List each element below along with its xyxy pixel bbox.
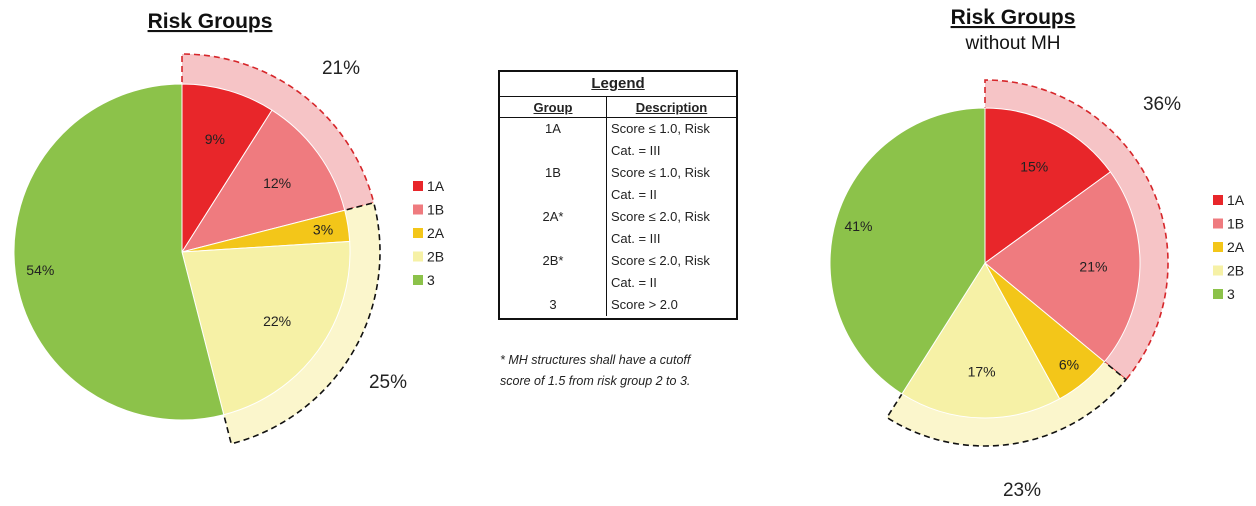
legend-row-description: Score ≤ 1.0, Risk [611,165,710,180]
legend-row-description-cont: Cat. = III [611,231,661,246]
legend-entry-label: 3 [427,272,435,288]
legend-row-description-cont: Cat. = II [611,187,657,202]
pie-slice-3 [829,107,986,395]
legend-header-group: Group [500,97,607,118]
slice-value-label: 6% [1059,357,1079,373]
slice-value-label: 21% [1079,258,1107,274]
legend-swatch-1a [413,181,423,191]
legend-entry-label: 2B [1227,263,1244,279]
slice-value-label: 54% [26,262,54,278]
legend-row-continuation: Cat. = II [500,272,736,294]
chart-title: Risk Groups [148,10,273,33]
legend-row-group: 2B* [500,250,607,272]
legend-row-description-cont: Cat. = II [611,275,657,290]
legend-row: 3 Score > 2.0 [500,294,736,316]
pie-slice-3 [13,83,225,421]
legend-row-continuation: Cat. = III [500,140,736,162]
legend-entry-label: 1B [1227,216,1244,232]
group-percentage-label: 25% [369,372,407,393]
legend-swatch-2a [1213,242,1223,252]
legend-swatch-1b [413,204,423,215]
pie-slice-1a [984,107,1112,264]
legend-table-box: Legend Group Description 1A Score ≤ 1.0, … [498,70,738,320]
legend-header-description: Description [606,97,736,118]
legend-title: Legend [500,72,736,97]
footnote: * MH structures shall have a cutoff scor… [500,353,691,388]
legend-swatch-1b [1213,218,1223,229]
group-percentage-label: 36% [1143,94,1181,115]
slice-value-label: 17% [968,363,996,379]
legend-row-continuation: Cat. = II [500,184,736,206]
legend-entry-label: 2B [427,249,444,265]
slice-value-label: 9% [205,131,225,147]
pie-slice-2b [181,240,351,416]
legend-row-group: 1B [500,162,607,184]
pie-slice-1b [984,171,1141,363]
slice-value-label: 3% [313,222,333,238]
risk-groups-pie-chart: Risk Groups 21% 25% 9% 12% 3% 22% 54% 1A 1B 2A 2B… [13,10,445,445]
legend-row-group: 2A* [500,206,607,228]
pie-slice-1b [180,109,346,253]
legend-entry-label: 1A [1227,192,1245,208]
legend-row-continuation: Cat. = III [500,228,736,250]
group-percentage-label: 21% [322,58,360,79]
legend-swatch-1a [1213,195,1223,205]
legend-row-description: Score ≤ 2.0, Risk [611,209,710,224]
risk-groups-without-mh-pie-chart: Risk Groups without MH 36% 23% 15% 21% 6% 17%… [829,6,1245,501]
legend-entry-label: 3 [1227,286,1235,302]
legend-row-group: 3 [500,294,607,316]
chart-subtitle: without MH [964,33,1060,54]
chart-title: Risk Groups [951,6,1076,29]
pie-slice-1a [181,83,273,254]
legend-row-description: Score ≤ 2.0, Risk [611,253,710,268]
slice-value-label: 22% [263,313,291,329]
legend-row-description: Score > 2.0 [611,297,678,312]
legend-swatch-2b [1213,265,1223,276]
group-percentage-label: 23% [1003,480,1041,501]
legend-entry-label: 1B [427,202,444,218]
legend-row-description: Score ≤ 1.0, Risk [611,121,710,136]
legend-entry-label: 1A [427,178,445,194]
legend-row: 1B Score ≤ 1.0, Risk [500,162,736,184]
legend-entry-label: 2A [1227,239,1245,255]
legend-row: 2B* Score ≤ 2.0, Risk [500,250,736,272]
legend-swatch-2a [413,228,423,238]
legend-table: Group Description 1A Score ≤ 1.0, Risk Cat… [500,97,736,316]
legend-row: 2A* Score ≤ 2.0, Risk [500,206,736,228]
legend-swatch-3 [1213,289,1223,299]
slice-value-label: 12% [263,175,291,191]
slice-value-label: 15% [1020,158,1048,174]
legend-swatch-3 [413,275,423,285]
legend-row-group: 1A [500,117,607,140]
slice-value-label: 41% [844,218,872,234]
legend-swatch-2b [413,251,423,262]
legend-row: 1A Score ≤ 1.0, Risk [500,117,736,140]
legend-entry-label: 2A [427,225,445,241]
legend-row-description-cont: Cat. = III [611,143,661,158]
pie-slice-2b [901,262,1061,419]
